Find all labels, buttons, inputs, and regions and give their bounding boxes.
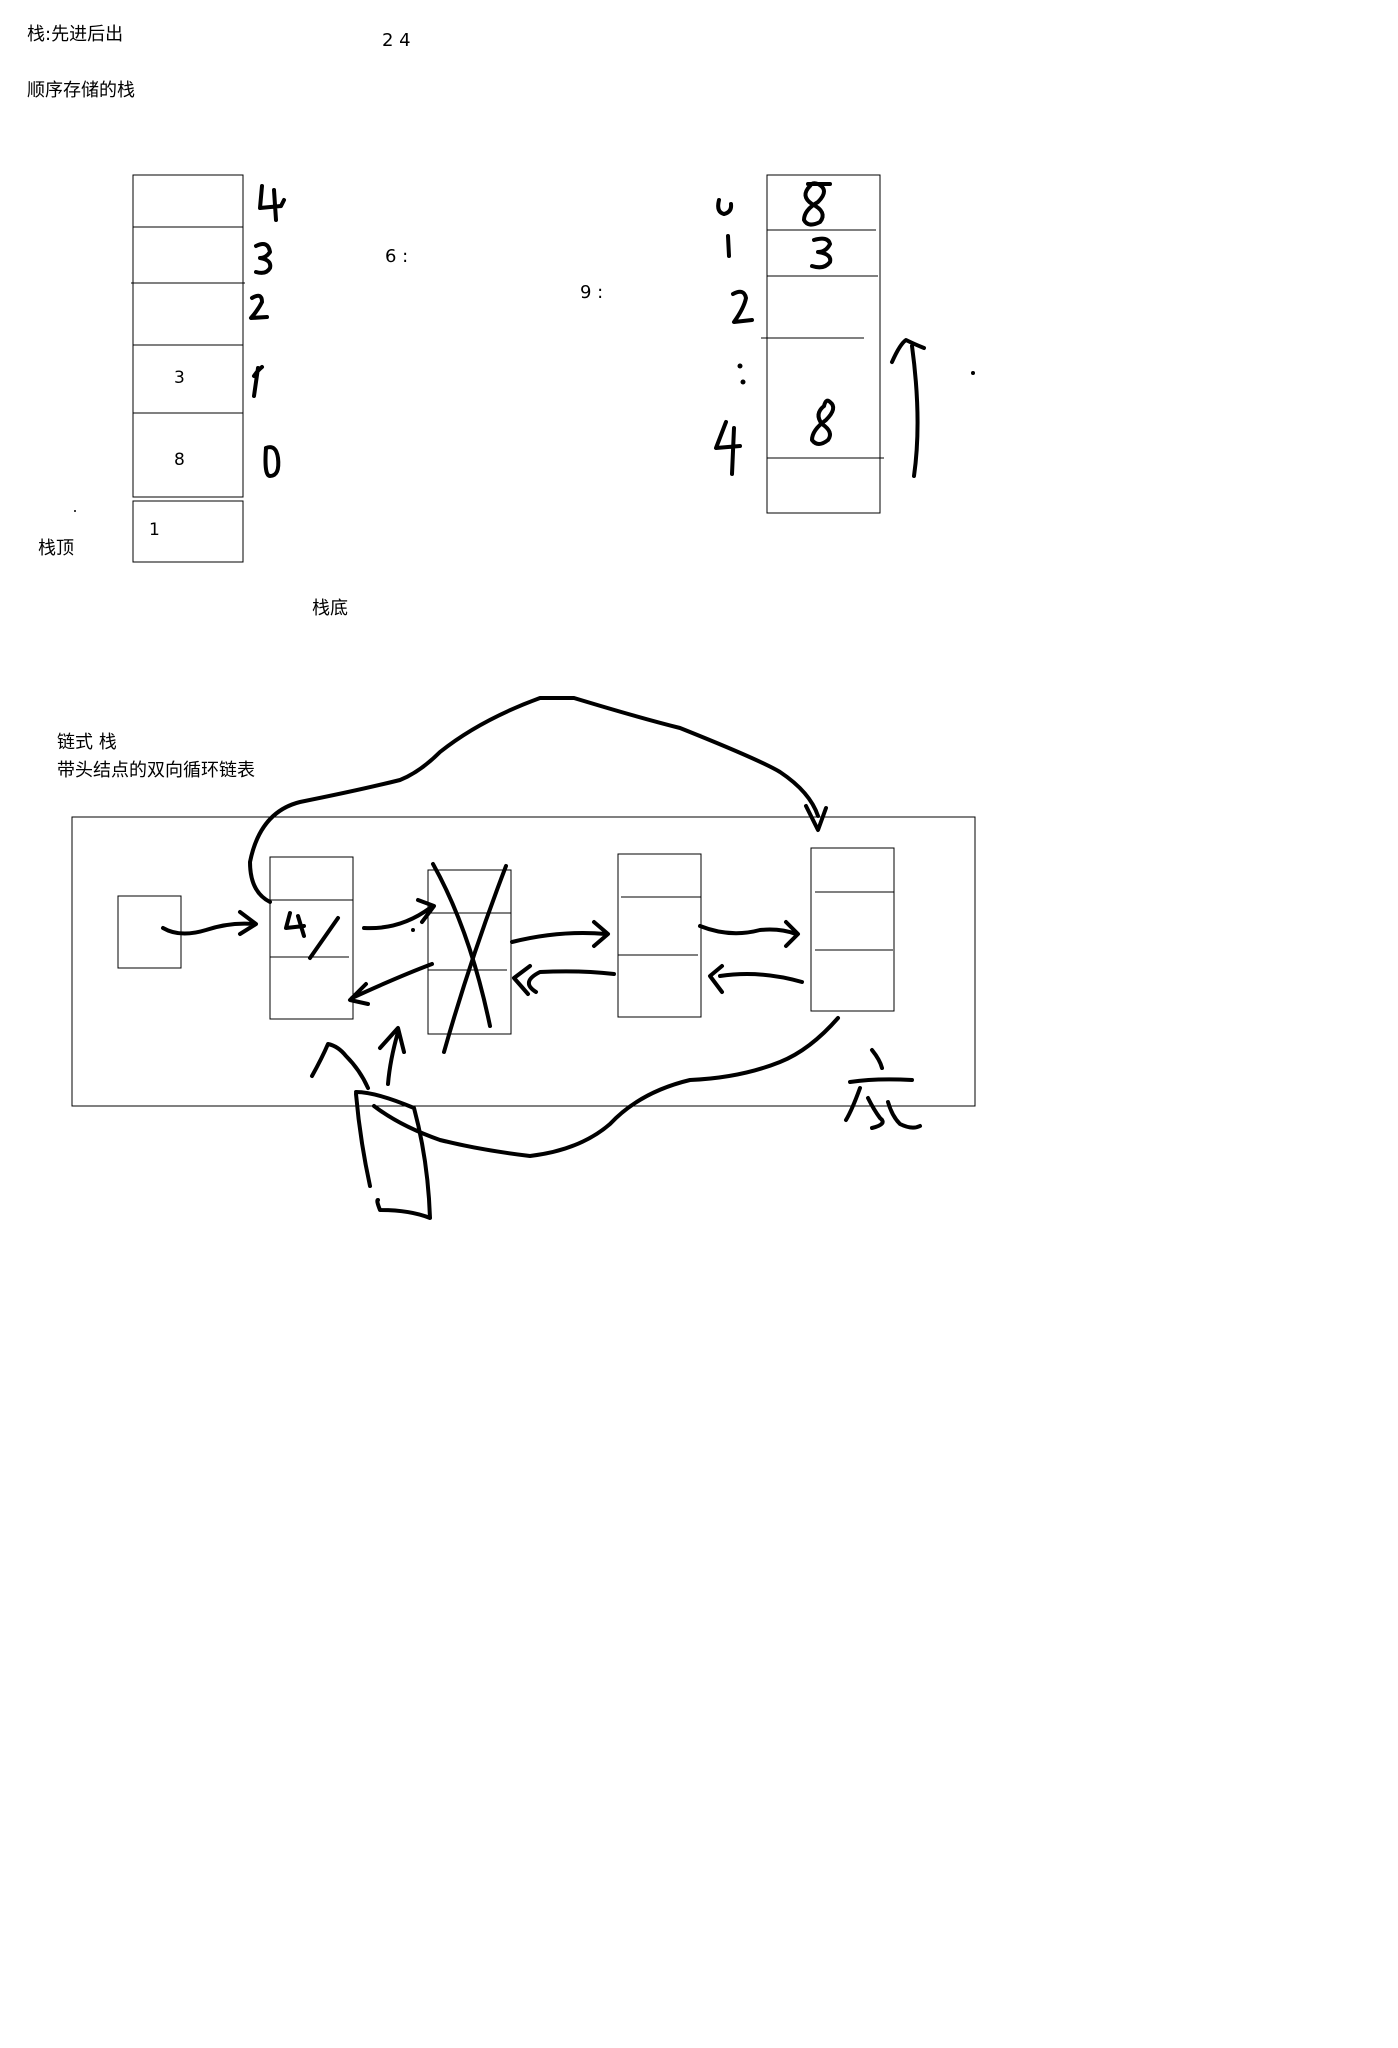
right-stack	[761, 174, 884, 514]
list-node	[617, 853, 702, 1018]
handwritten-digit-2	[249, 293, 269, 320]
handwritten-three	[810, 236, 833, 270]
handwritten-digit-0	[263, 445, 281, 478]
linked-stack-label: 链式 栈	[57, 732, 117, 753]
side-label-right: 9 :	[580, 282, 604, 303]
handwritten-four	[714, 420, 742, 476]
arrow-up	[378, 1026, 406, 1086]
handwritten-one	[726, 234, 731, 258]
cross-out-stroke	[431, 862, 492, 1028]
handwritten-dot	[737, 363, 743, 369]
left-stack-handwritten-indices	[249, 184, 286, 478]
linked-list-diagram	[71, 816, 976, 1107]
handwritten-four	[284, 911, 306, 938]
arrow-right	[698, 920, 800, 948]
right-stack-frame	[766, 174, 881, 514]
handwritten-digit-3	[254, 242, 273, 275]
handwritten-shape	[354, 1090, 432, 1220]
stray-dot	[74, 510, 76, 512]
linked-list-handwriting	[161, 696, 922, 1220]
right-stack-handwritten-side	[714, 198, 975, 478]
handwritten-dot	[411, 928, 415, 932]
arrow-left	[348, 962, 434, 1006]
left-stack-cell-value: 3	[174, 368, 185, 388]
handwritten-mark	[716, 198, 734, 216]
arrow-left	[512, 964, 616, 996]
arrow-left	[708, 964, 804, 994]
handwritten-two	[731, 289, 754, 324]
list-node	[269, 856, 354, 1020]
circular-link-arrow	[248, 696, 820, 904]
left-stack-frame	[132, 174, 244, 498]
right-stack-handwritten-values	[802, 181, 836, 446]
handwritten-digit-4	[258, 184, 286, 222]
handwritten-slash	[308, 916, 340, 960]
arrow-right	[510, 920, 610, 948]
sequential-stack-label: 顺序存储的栈	[27, 80, 135, 101]
linked-list-label: 带头结点的双向循环链表	[57, 760, 255, 781]
arrow-right	[362, 898, 436, 931]
circular-link-arrow	[372, 1016, 840, 1158]
list-node-crossed	[427, 869, 512, 1035]
stack-bottom-label: 栈底	[312, 598, 348, 619]
arrowhead	[804, 804, 828, 832]
side-label-left: 6 :	[385, 246, 409, 267]
arrow-up	[310, 1042, 370, 1090]
left-stack-cell-value: 1	[149, 520, 160, 540]
list-node	[810, 847, 895, 1012]
left-stack	[131, 174, 245, 563]
handwritten-digit-1	[252, 365, 264, 398]
handwritten-eight	[810, 398, 836, 446]
stack-top-label: 栈顶	[38, 538, 74, 559]
handwritten-dot	[740, 379, 746, 385]
handwritten-tail-char	[844, 1048, 922, 1130]
handwritten-eight	[802, 181, 832, 227]
arrow-right	[161, 910, 258, 936]
stack-title: 栈:先进后出	[27, 24, 124, 45]
top-number: 2 4	[382, 30, 411, 51]
handwritten-dot	[971, 371, 975, 375]
cross-out-stroke	[442, 864, 508, 1054]
up-arrow	[890, 338, 926, 478]
left-stack-cell-value: 8	[174, 450, 185, 470]
linked-list-frame	[71, 816, 976, 1107]
left-stack-bottom-cell	[132, 500, 244, 563]
